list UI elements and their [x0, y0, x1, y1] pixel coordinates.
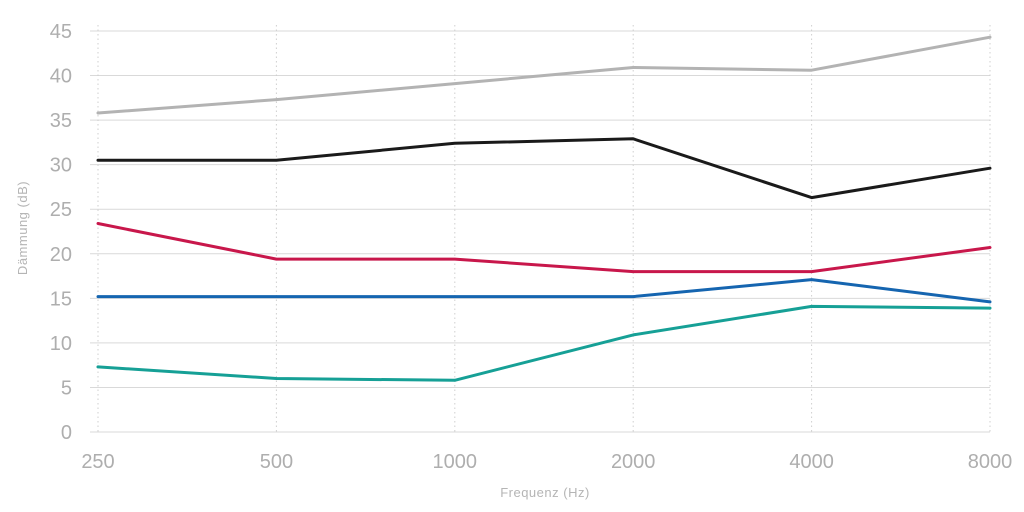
x-tick-label: 1000: [433, 451, 478, 473]
series-line-2: [96, 137, 992, 200]
y-tick-label: 15: [50, 288, 72, 310]
y-tick-label: 40: [50, 66, 72, 88]
x-axis-label: Frequenz (Hz): [500, 485, 590, 500]
x-tick-label: 2000: [611, 451, 656, 473]
y-tick-label: 20: [50, 244, 72, 266]
series-line-5: [96, 304, 992, 382]
y-tick-label: 45: [50, 21, 72, 43]
series-line-4: [96, 278, 992, 304]
series-lines: [96, 35, 992, 382]
y-tick-label: 5: [61, 377, 72, 399]
x-tick-label: 500: [260, 451, 293, 473]
y-tick-label: 35: [50, 110, 72, 132]
series-line-1: [96, 35, 992, 115]
grid: [90, 25, 991, 433]
x-tick-label: 250: [81, 451, 114, 473]
y-axis-label: Dämmung (dB): [15, 181, 30, 275]
x-axis-ticks: 250 500 1000 2000 4000 8000: [81, 451, 1012, 473]
x-tick-label: 8000: [968, 451, 1013, 473]
series-line-3: [96, 222, 992, 274]
y-axis-ticks: 0 5 10 15 20 25 30 35 40 45: [50, 21, 72, 444]
y-tick-label: 10: [50, 333, 72, 355]
y-tick-label: 25: [50, 199, 72, 221]
y-tick-label: 0: [61, 422, 72, 444]
y-tick-label: 30: [50, 155, 72, 177]
x-tick-label: 4000: [789, 451, 834, 473]
